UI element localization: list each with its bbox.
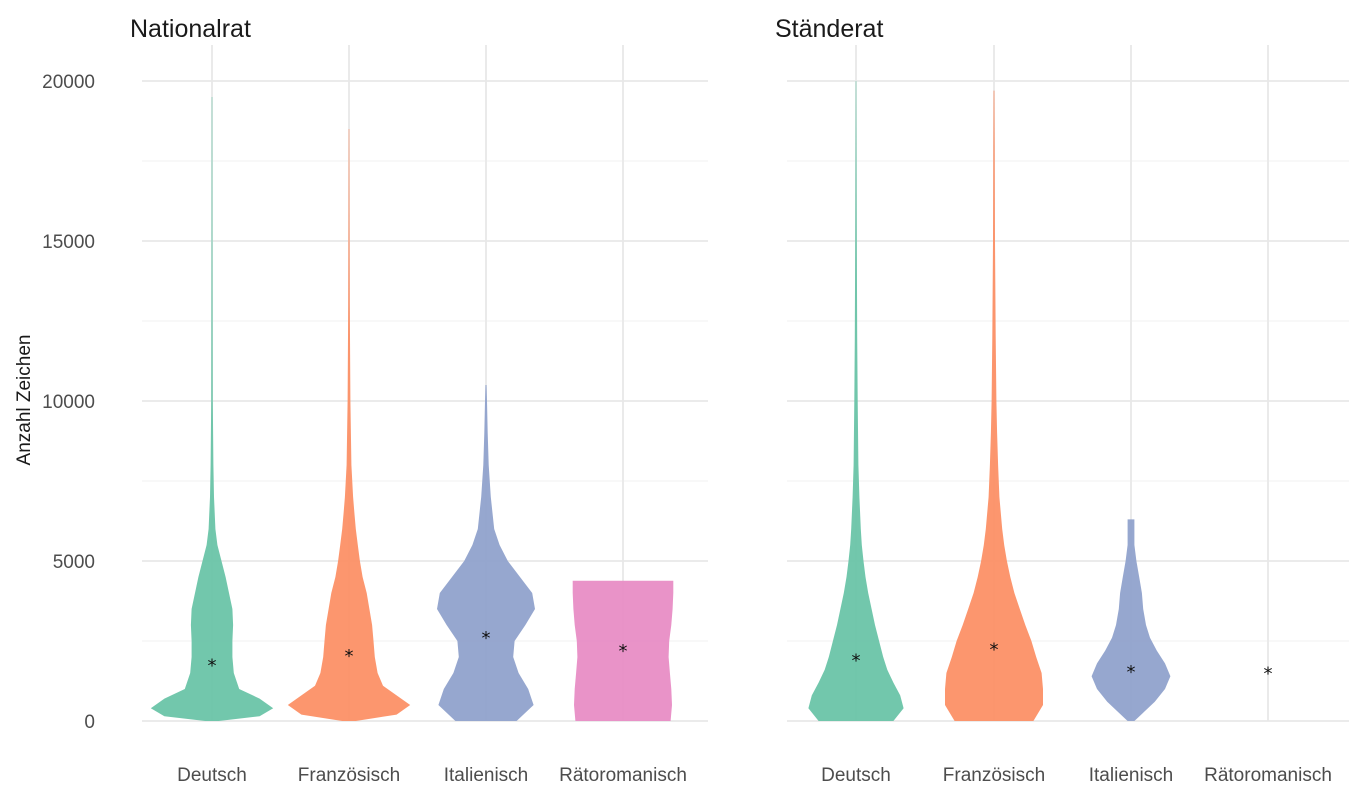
median-marker-italienisch: *: [482, 628, 491, 649]
x-tick-label: Italienisch: [444, 765, 529, 785]
x-tick-label: Rätoromanisch: [559, 765, 687, 785]
violin-franzosisch: [945, 90, 1043, 722]
x-tick-label: Französisch: [298, 765, 400, 785]
violins: * * * *: [150, 97, 674, 721]
x-tick-label: Italienisch: [1089, 765, 1174, 785]
median-marker-franzosisch: *: [990, 639, 999, 660]
y-tick-label: 15000: [42, 232, 95, 253]
x-tick-labels: Deutsch Französisch Italienisch Rätoromanis…: [821, 765, 1332, 785]
violins: * * * *: [808, 81, 1273, 722]
x-tick-label: Deutsch: [177, 765, 247, 785]
panel-nationalrat: Nationalrat * * * * Deutsch Französisch Itali…: [130, 15, 708, 785]
x-tick-label: Französisch: [943, 765, 1045, 785]
y-tick-label: 0: [84, 712, 95, 733]
panel-title: Ständerat: [775, 15, 883, 43]
violin-deutsch: [150, 97, 274, 721]
x-tick-labels: Deutsch Französisch Italienisch Rätoromanis…: [177, 765, 687, 785]
violin-italienisch: [437, 385, 535, 721]
y-tick-labels: 0 5000 10000 15000 20000: [42, 72, 95, 733]
x-tick-label: Rätoromanisch: [1204, 765, 1332, 785]
violin-ratoromanisch: [572, 580, 674, 721]
panel-staenderat: Ständerat * * * * Deutsch Französisch Italien…: [775, 15, 1349, 785]
violin-franzosisch: [287, 129, 411, 721]
y-tick-label: 10000: [42, 392, 95, 413]
violin-deutsch: [808, 81, 904, 721]
y-axis-title: Anzahl Zeichen: [14, 335, 35, 466]
y-tick-label: 5000: [53, 552, 95, 573]
median-marker-ratoromanisch: *: [619, 641, 628, 662]
median-marker-ratoromanisch: *: [1264, 663, 1273, 684]
panel-title: Nationalrat: [130, 15, 251, 43]
median-marker-italienisch: *: [1127, 662, 1136, 683]
median-marker-franzosisch: *: [345, 646, 354, 667]
median-marker-deutsch: *: [852, 651, 861, 672]
x-tick-label: Deutsch: [821, 765, 891, 785]
y-tick-label: 20000: [42, 72, 95, 93]
violin-italienisch: [1091, 519, 1171, 721]
median-marker-deutsch: *: [208, 655, 217, 676]
